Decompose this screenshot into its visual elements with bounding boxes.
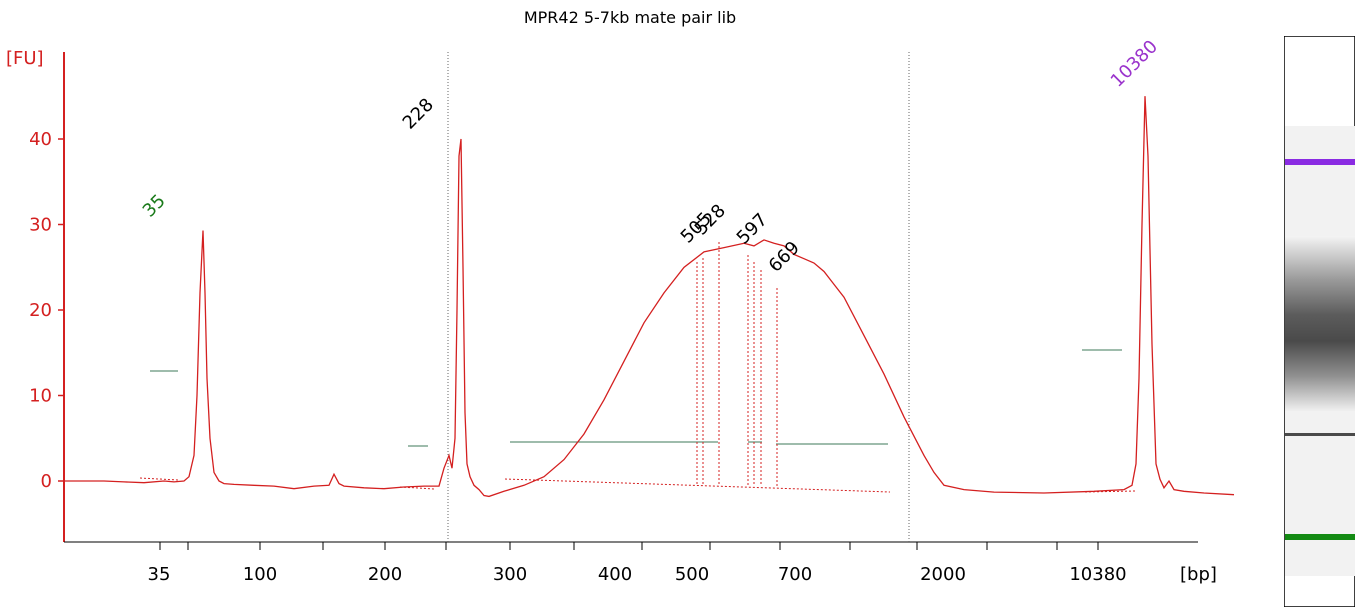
x-tick-label: 500 [675, 564, 709, 585]
gel-upper-marker [1285, 159, 1355, 165]
y-tick-label: 0 [41, 471, 52, 492]
peak-label: 228 [399, 94, 438, 133]
series-trace [64, 96, 1235, 498]
y-axis-label: [FU] [6, 48, 44, 69]
y-tick-label: 40 [29, 129, 52, 150]
x-tick-label: 35 [148, 564, 171, 585]
x-tick-label: 300 [493, 564, 527, 585]
chart-title: MPR42 5-7kb mate pair lib [523, 8, 737, 27]
gel-lower-marker [1285, 534, 1355, 540]
y-tick-label: 20 [29, 300, 52, 321]
x-tick-label: 100 [243, 564, 277, 585]
gel-band-228 [1285, 433, 1355, 436]
peak-label: 669 [765, 237, 804, 276]
baseline-dotted [504, 478, 891, 493]
x-axis-label: [bp] [1180, 564, 1217, 585]
gel-smear [1285, 236, 1355, 411]
peak-label: 10380 [1107, 36, 1162, 91]
x-tick-label: 200 [368, 564, 402, 585]
x-tick-label: 400 [598, 564, 632, 585]
electropherogram-chart: [FU] [bp] 0 10 20 30 40 35 100 200 300 400 500 700 2… [6, 36, 1235, 585]
peak-label: 597 [733, 209, 772, 248]
gel-image [1283, 35, 1355, 608]
x-tick-label: 10380 [1069, 564, 1126, 585]
y-tick-label: 30 [29, 215, 52, 236]
y-tick-label: 10 [29, 386, 52, 407]
x-tick-label: 2000 [920, 564, 966, 585]
baseline-dotted [139, 477, 179, 481]
x-tick-label: 700 [778, 564, 812, 585]
peak-label: 35 [139, 190, 170, 221]
